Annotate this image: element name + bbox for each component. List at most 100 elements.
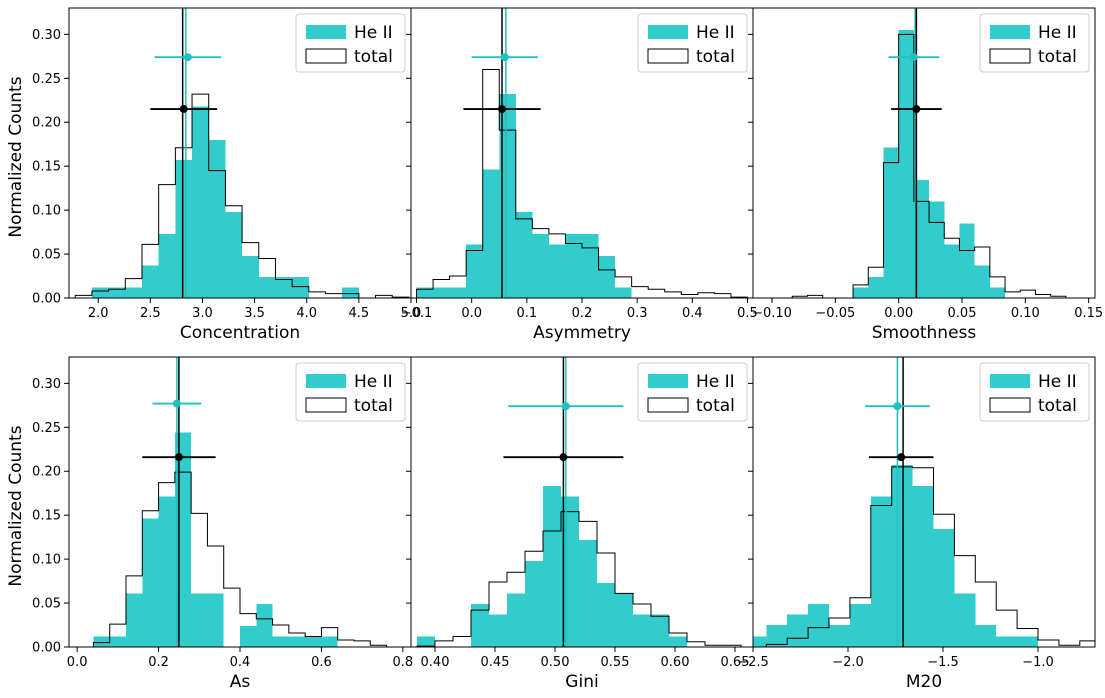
x-tick-label: 2.0: [88, 306, 109, 321]
x-tick-label: 0.1: [516, 306, 537, 321]
heii-bar: [342, 287, 359, 298]
plot-area-as: [92, 357, 388, 647]
heii-bar: [898, 29, 914, 298]
x-tick-label: 2.5: [140, 306, 161, 321]
heii-bar: [868, 276, 884, 298]
panel-concentration: 2.0 2.5 3.0 3.5 4.0 4.5 5.0 Concentration 0.00 0.…: [32, 7, 422, 343]
heii-bar: [525, 560, 543, 647]
heii-bar: [582, 233, 599, 298]
total-errorbar-point: [498, 105, 507, 114]
legend-total-label: total: [1038, 47, 1077, 67]
legend: He II total: [979, 362, 1090, 422]
heii-bar: [208, 139, 226, 298]
heii-errorbar-point: [500, 53, 509, 62]
heii-errorbar: [152, 399, 202, 408]
legend: He II total: [637, 362, 748, 422]
x-axis-label: Concentration: [180, 323, 300, 343]
x-tick-label: 0.4: [682, 306, 703, 321]
heii-bar: [175, 160, 193, 298]
heii-bar: [507, 593, 525, 647]
heii-bar: [912, 486, 934, 647]
x-tick-label: −1.0: [1022, 655, 1054, 670]
legend-heii-swatch: [306, 25, 346, 39]
legend: He II total: [295, 13, 406, 73]
legend-heii-label: He II: [354, 372, 393, 392]
total-errorbar: [150, 105, 218, 114]
y-tick-label: 0.20: [32, 116, 61, 131]
heii-errorbar-point: [183, 53, 192, 62]
heii-bar: [158, 496, 175, 647]
x-tick-label: 0.15: [1074, 306, 1103, 321]
heii-bar: [142, 518, 159, 647]
panels-group: 2.0 2.5 3.0 3.5 4.0 4.5 5.0Concentration0.000.…: [32, 7, 1103, 692]
x-tick-label: 0.10: [1011, 306, 1040, 321]
x-tick-label: 0.4: [230, 655, 251, 670]
y-tick-label: 0.10: [32, 553, 61, 568]
heii-bar: [321, 636, 338, 647]
heii-errorbar: [471, 53, 538, 62]
heii-bar: [417, 636, 435, 647]
panel-frame: [752, 7, 1096, 299]
x-tick-label: −0.05: [815, 306, 855, 321]
heii-bar: [466, 244, 483, 298]
heii-bar: [808, 603, 829, 647]
x-tick-label: 4.5: [349, 306, 370, 321]
x-tick-label: 0.5: [737, 306, 758, 321]
heii-errorbar-point: [172, 399, 181, 408]
x-tick-label: 0.00: [884, 306, 913, 321]
x-tick-label: −2.0: [832, 655, 864, 670]
x-tick-label: 0.60: [661, 655, 690, 670]
heii-bar: [766, 625, 788, 647]
heii-bar: [192, 106, 209, 298]
heii-errorbar-point: [893, 402, 902, 411]
total-errorbar: [891, 105, 942, 114]
heii-bar: [471, 603, 489, 647]
total-errorbar: [463, 105, 541, 114]
heii-bar: [240, 625, 257, 647]
heii-bar: [996, 636, 1018, 647]
legend-heii-label: He II: [1038, 372, 1077, 392]
x-axis-label: Smoothness: [872, 323, 977, 343]
panel-frame: [752, 356, 1096, 648]
y-tick-label: 0.05: [32, 597, 61, 612]
total-step-outline: [753, 466, 1095, 647]
legend-total-swatch: [647, 397, 689, 413]
plot-area-smoothness: [753, 8, 1067, 298]
legend-heii-label: He II: [1038, 23, 1077, 43]
total-errorbar: [142, 453, 216, 462]
heii-bar: [433, 287, 450, 298]
heii-bar: [615, 287, 632, 298]
heii-bar: [615, 593, 633, 647]
y-tick-label: 0.30: [32, 28, 61, 43]
legend-heii-swatch: [990, 374, 1030, 388]
x-axis-label: M20: [906, 672, 942, 692]
x-tick-label: 0.3: [627, 306, 648, 321]
plot-area-concentration: [74, 8, 410, 298]
legend-total-swatch: [305, 397, 347, 413]
x-tick-label: −0.1: [401, 306, 433, 321]
heii-bar: [891, 465, 913, 647]
x-axis-label: Gini: [565, 672, 598, 692]
x-tick-label: 5.0: [401, 306, 422, 321]
x-tick-label: −1.5: [927, 655, 959, 670]
heii-bar: [125, 287, 142, 298]
heii-bar: [954, 593, 976, 647]
y-tick-label: 0.25: [32, 72, 61, 87]
total-step-outline: [753, 33, 1067, 298]
heii-bar: [108, 287, 126, 298]
heii-bar: [669, 636, 687, 647]
heii-bar: [975, 625, 997, 647]
plot-area-gini: [416, 357, 742, 647]
x-tick-label: 0.0: [67, 655, 88, 670]
heii-bar: [272, 636, 289, 647]
y-tick-label: 0.30: [32, 377, 61, 392]
total-errorbar-point: [559, 453, 568, 462]
legend-total-swatch: [305, 48, 347, 64]
x-tick-label: 0.50: [541, 655, 570, 670]
total-step-outline: [92, 471, 388, 647]
heii-bar: [207, 593, 224, 647]
heii-bar: [870, 496, 892, 647]
heii-bar: [929, 201, 945, 298]
heii-bar: [489, 614, 507, 647]
